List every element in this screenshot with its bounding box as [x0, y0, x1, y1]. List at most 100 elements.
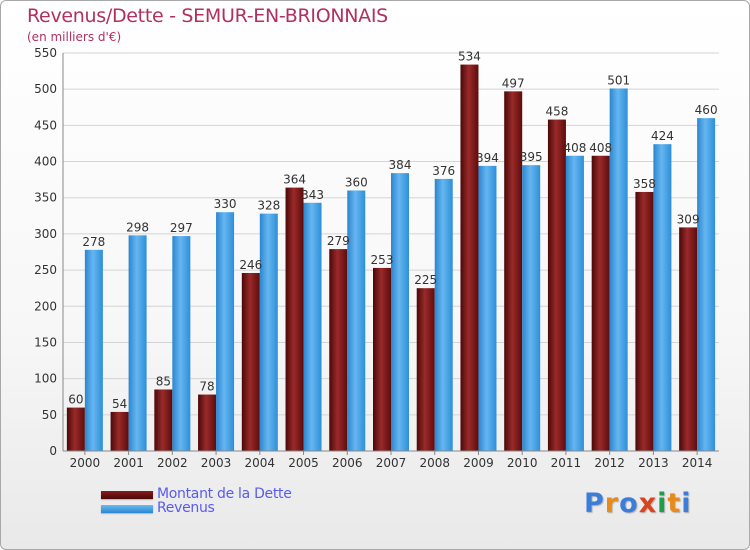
x-tick-label: 2000: [70, 456, 101, 470]
x-tick-label: 2003: [201, 456, 232, 470]
label-layer: 0 50 100 150 200 250 300 350 400 450 500 550 60 278 20…: [34, 46, 717, 470]
legend-label-dette: Montant de la Dette: [157, 486, 292, 502]
value-label-dette: 78: [199, 380, 214, 394]
bar-revenus-2009: [478, 165, 497, 451]
bar-dette-2007: [373, 267, 391, 451]
value-label-revenus: 395: [520, 150, 543, 164]
bar-revenus-2010: [522, 165, 541, 451]
y-tick-label: 150: [34, 335, 57, 349]
value-label-revenus: 394: [476, 151, 499, 165]
value-label-revenus: 424: [651, 129, 674, 143]
bar-revenus-2006: [347, 190, 366, 451]
bar-dette-2002: [154, 389, 173, 451]
value-label-revenus: 376: [432, 164, 455, 178]
bar-dette-2014: [679, 227, 698, 451]
chart-subtitle: (en milliers d'€): [27, 30, 122, 44]
bar-revenus-2008: [434, 178, 453, 451]
x-tick-label: 2002: [157, 456, 188, 470]
bar-revenus-2000: [84, 249, 103, 451]
legend-label-revenus: Revenus: [157, 500, 215, 516]
bar-dette-2012: [591, 155, 610, 452]
bar-dette-2005: [285, 187, 304, 451]
x-tick-label: 2006: [332, 456, 363, 470]
x-tick-label: 2004: [245, 456, 276, 470]
x-tick-label: 2001: [113, 456, 144, 470]
logo-letter: x: [638, 488, 658, 519]
y-tick-label: 300: [34, 227, 57, 241]
logo-letter: o: [619, 488, 639, 519]
value-label-dette: 364: [283, 173, 306, 187]
logo-letter: i: [657, 488, 668, 519]
y-tick-label: 350: [34, 191, 57, 205]
bar-revenus-2003: [216, 212, 235, 451]
y-tick-label: 400: [34, 155, 57, 169]
bar-dette-2006: [329, 249, 348, 451]
value-label-revenus: 343: [301, 188, 324, 202]
bar-dette-2001: [110, 411, 129, 451]
y-tick-label: 550: [34, 46, 57, 60]
x-tick-label: 2005: [288, 456, 319, 470]
bar-dette-2004: [241, 272, 260, 451]
logo-letter: r: [604, 488, 620, 519]
value-label-dette: 60: [68, 393, 83, 407]
value-label-dette: 253: [371, 253, 394, 267]
value-label-dette: 358: [633, 177, 656, 191]
bar-revenus-2011: [565, 155, 584, 452]
bar-dette-2011: [547, 119, 566, 451]
bar-revenus-2012: [609, 88, 628, 451]
logo-letter: i: [681, 488, 692, 519]
value-label-revenus: 501: [607, 73, 630, 87]
y-tick-label: 500: [34, 82, 57, 96]
bar-dette-2003: [198, 394, 217, 451]
bar-dette-2008: [416, 288, 435, 451]
value-label-dette: 246: [239, 258, 262, 272]
bar-revenus-2005: [303, 202, 322, 451]
proxiti-logo: Proxiti: [584, 488, 692, 519]
x-tick-label: 2014: [682, 456, 713, 470]
bar-revenus-2001: [128, 235, 147, 451]
value-label-revenus: 298: [126, 220, 149, 234]
x-tick-label: 2012: [594, 456, 625, 470]
x-tick-label: 2008: [419, 456, 450, 470]
value-label-revenus: 278: [82, 235, 105, 249]
value-label-revenus: 328: [257, 199, 280, 213]
bar-dette-2000: [66, 407, 85, 451]
x-tick-label: 2007: [376, 456, 407, 470]
bar-revenus-2004: [259, 213, 278, 451]
x-tick-label: 2009: [463, 456, 494, 470]
bar-layer: [66, 64, 716, 452]
value-label-revenus: 408: [563, 141, 586, 155]
x-tick-label: 2013: [638, 456, 669, 470]
value-label-dette: 54: [112, 397, 127, 411]
legend-swatch-revenus: [101, 505, 153, 513]
y-tick-label: 250: [34, 263, 57, 277]
value-label-dette: 408: [589, 141, 612, 155]
bar-revenus-2014: [697, 118, 716, 452]
y-tick-label: 0: [49, 444, 57, 458]
bar-dette-2010: [504, 91, 523, 452]
x-tick-label: 2010: [507, 456, 538, 470]
bar-revenus-2002: [172, 236, 191, 451]
value-label-dette: 225: [414, 273, 437, 287]
logo-letter: t: [667, 488, 682, 519]
value-label-revenus: 330: [214, 197, 237, 211]
value-label-dette: 85: [156, 374, 171, 388]
chart-title: Revenus/Dette - SEMUR-EN-BRIONNAIS: [27, 5, 388, 27]
axis-layer: [62, 53, 719, 455]
value-label-revenus: 460: [695, 103, 718, 117]
value-label-dette: 279: [327, 234, 350, 248]
value-label-dette: 497: [502, 76, 525, 90]
value-label-revenus: 297: [170, 221, 193, 235]
bar-revenus-2013: [653, 144, 672, 452]
legend-swatch-dette: [101, 491, 153, 499]
y-tick-label: 450: [34, 118, 57, 132]
value-label-dette: 458: [545, 105, 568, 119]
bar-revenus-2007: [391, 173, 409, 451]
value-label-revenus: 360: [345, 175, 368, 189]
value-label-revenus: 384: [389, 158, 412, 172]
value-label-dette: 309: [677, 212, 700, 226]
y-tick-label: 50: [42, 408, 57, 422]
bar-dette-2013: [635, 191, 654, 452]
